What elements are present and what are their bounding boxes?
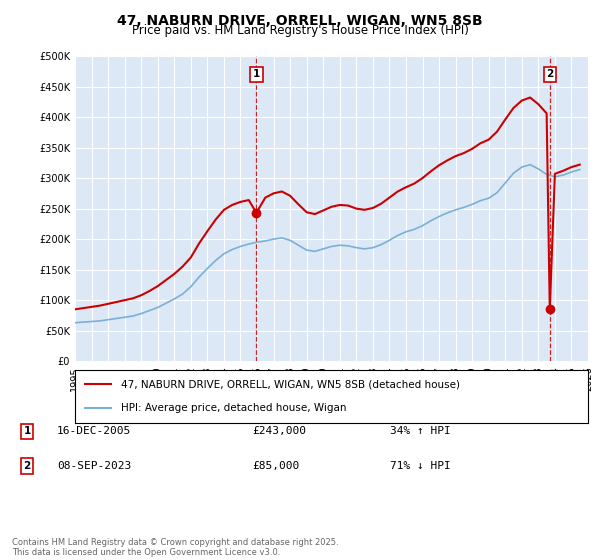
Text: £243,000: £243,000 (252, 426, 306, 436)
Text: 1: 1 (253, 69, 260, 80)
Text: £85,000: £85,000 (252, 461, 299, 471)
Text: 47, NABURN DRIVE, ORRELL, WIGAN, WN5 8SB (detached house): 47, NABURN DRIVE, ORRELL, WIGAN, WN5 8SB… (121, 380, 460, 390)
Text: Price paid vs. HM Land Registry's House Price Index (HPI): Price paid vs. HM Land Registry's House … (131, 24, 469, 37)
Text: Contains HM Land Registry data © Crown copyright and database right 2025.
This d: Contains HM Land Registry data © Crown c… (12, 538, 338, 557)
Text: 71% ↓ HPI: 71% ↓ HPI (390, 461, 451, 471)
Text: 34% ↑ HPI: 34% ↑ HPI (390, 426, 451, 436)
Text: 2: 2 (546, 69, 553, 80)
Text: 2: 2 (23, 461, 31, 471)
Text: 08-SEP-2023: 08-SEP-2023 (57, 461, 131, 471)
Text: HPI: Average price, detached house, Wigan: HPI: Average price, detached house, Wiga… (121, 403, 347, 413)
Text: 16-DEC-2005: 16-DEC-2005 (57, 426, 131, 436)
Text: 1: 1 (23, 426, 31, 436)
Text: 47, NABURN DRIVE, ORRELL, WIGAN, WN5 8SB: 47, NABURN DRIVE, ORRELL, WIGAN, WN5 8SB (117, 14, 483, 28)
